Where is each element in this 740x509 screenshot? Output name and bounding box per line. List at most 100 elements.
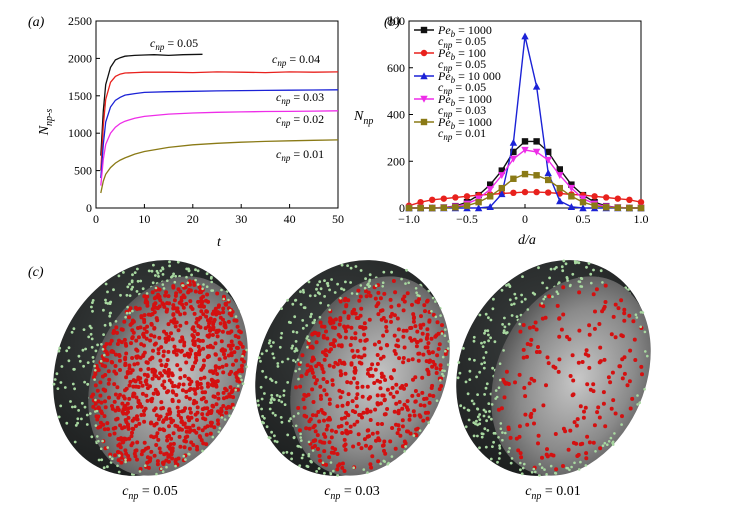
chart-b-point <box>498 172 506 179</box>
chart-b-point <box>509 138 518 146</box>
chart-a-xtick-label: 30 <box>235 212 247 226</box>
chart-a-series-label: cnp = 0.03 <box>276 90 324 106</box>
chart-a-series-line <box>100 110 339 186</box>
chart-b-ylabel: Nnp <box>353 109 373 127</box>
chart-b-point <box>474 204 483 212</box>
chart-b-point <box>417 204 424 212</box>
chart-b-legend-c: cnp = 0.05 <box>438 34 486 50</box>
chart-b-xtick-label: 0.5 <box>576 212 591 226</box>
chart-b-point <box>556 172 564 179</box>
chart-b-point <box>440 195 447 202</box>
chart-b-point <box>452 204 459 211</box>
chart-a-axes <box>95 20 339 209</box>
chart-a-ytick-label: 1000 <box>68 126 92 140</box>
chart-b-ytick-label: 0 <box>399 201 405 215</box>
chart-b-point <box>475 198 482 206</box>
cut-face-particles <box>89 275 248 476</box>
chart-b-point <box>440 204 447 211</box>
chart-b-ytick-label: 600 <box>387 61 405 75</box>
chart-b-point <box>603 204 610 211</box>
chart-a-annotations: cnp = 0.05 cnp = 0.04 cnp = 0.03 cnp = 0.02… <box>150 36 324 163</box>
chart-b-point <box>533 172 540 179</box>
chart-b-point <box>510 175 517 182</box>
chart-b-legend-marker <box>420 95 428 103</box>
chart-b-point <box>614 195 621 202</box>
chart-b-legend-c: cnp = 0.03 <box>438 103 486 119</box>
chart-b-xtick-label: −1.0 <box>398 212 420 226</box>
chart-a-xlabel: t <box>217 235 222 250</box>
chart-b-point <box>498 167 505 174</box>
chart-b-legend-pe: Peb = 1000 <box>437 115 492 131</box>
chart-b-legend-marker <box>420 118 428 126</box>
chart-b-point <box>509 155 518 163</box>
chart-b-series-group <box>405 170 645 212</box>
chart-a-frame <box>95 20 339 209</box>
ellipsoid-rendering: cnp = 0.01 <box>456 259 651 502</box>
chart-b-legend-marker <box>420 49 428 57</box>
chart-a-series-line <box>100 53 203 156</box>
panel-label-a: (a) <box>28 15 45 30</box>
chart-b-point <box>405 204 413 212</box>
chart-b-point <box>603 194 610 201</box>
chart-b-point <box>533 138 540 145</box>
chart-a-series-label: cnp = 0.04 <box>272 52 320 68</box>
chart-b-point <box>579 195 587 203</box>
chart-b-point <box>544 156 552 164</box>
chart-b-point <box>567 184 576 192</box>
chart-b-point <box>579 198 587 206</box>
chart-a-xtick-label: 40 <box>284 212 296 226</box>
chart-b-point <box>417 198 424 206</box>
chart-a-series-label: cnp = 0.05 <box>150 36 198 52</box>
chart-b-legend-pe: Peb = 10 000 <box>437 69 501 85</box>
chart-a-series-line <box>100 71 339 171</box>
chart-b-point <box>626 204 633 212</box>
chart-b-legend-c: cnp = 0.01 <box>438 126 486 142</box>
chart-b-legend-pe: Peb = 100 <box>437 46 486 62</box>
chart-b-point <box>487 181 494 188</box>
rendering-caption: cnp = 0.05 <box>122 484 178 502</box>
chart-b-point <box>637 198 645 206</box>
chart-b-legend-marker <box>420 72 428 80</box>
chart-b-xtick-label: −0.5 <box>456 212 478 226</box>
cut-face-particles <box>292 277 451 474</box>
chart-b-legend-c: cnp = 0.05 <box>438 80 486 96</box>
panel-label-b: (b) <box>384 15 401 30</box>
chart-b-point <box>591 202 598 209</box>
chart-b-point <box>545 189 552 196</box>
cut-face-particles <box>490 276 649 476</box>
chart-a-xtick-label: 10 <box>138 212 150 226</box>
chart-b-point <box>545 176 552 184</box>
chart-b-ytick-label: 400 <box>387 108 405 122</box>
chart-a-ytick-label: 1500 <box>68 89 92 103</box>
chart-b-point <box>510 189 517 197</box>
chart-b-point <box>521 170 529 178</box>
chart-b-point <box>556 190 563 197</box>
chart-b-legend-pe: Peb = 1000 <box>437 23 492 39</box>
chart-b-point <box>614 204 621 211</box>
chart-b-point <box>556 184 563 192</box>
chart-b-xtick-label: 1.0 <box>634 212 649 226</box>
chart-b-legend-pe: Peb = 1000 <box>437 92 492 108</box>
chart-a-xtick-label: 20 <box>187 212 199 226</box>
chart-b-point <box>474 195 483 203</box>
chart-b-point <box>545 148 552 156</box>
chart-b-tick-labels: −1.0 −0.5 0 0.5 1.0 0 200 400 600 800 <box>387 14 649 226</box>
chart-b-point <box>568 181 575 188</box>
chart-b-point <box>429 196 436 204</box>
rendering-caption: cnp = 0.03 <box>324 484 380 502</box>
chart-a-ytick-label: 0 <box>86 201 92 215</box>
chart-b-xtick-label: 0 <box>522 212 528 226</box>
particle-renderings: cnp = 0.05 cnp = 0.03 cnp = 0.01 <box>52 259 651 502</box>
ellipsoid-rendering: cnp = 0.05 <box>52 260 248 502</box>
chart-a-series <box>100 53 339 194</box>
chart-b-point <box>579 204 587 212</box>
chart-b-point <box>486 186 494 193</box>
chart-b-point <box>452 194 459 201</box>
chart-b-point <box>626 196 633 204</box>
chart-b-point <box>486 203 494 211</box>
chart-b-point <box>533 188 540 196</box>
